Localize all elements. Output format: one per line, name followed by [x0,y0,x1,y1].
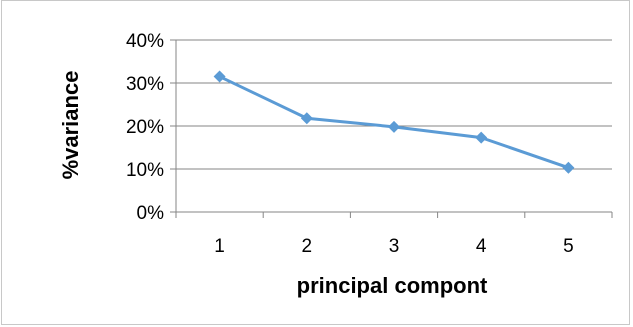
y-tick-label: 10% [126,160,164,181]
x-tick-label: 5 [563,236,574,257]
data-point [214,71,226,83]
x-tick-label: 2 [302,236,313,257]
x-tick-label: 3 [389,236,400,257]
y-tick-label: 40% [126,31,164,52]
x-tick-labels: 1 2 3 4 5 [214,236,573,257]
y-tick-label: 30% [126,74,164,95]
data-point [301,112,313,124]
y-axis-title: %variance [58,71,83,180]
series-group [214,71,575,174]
data-point [562,162,574,174]
x-tick-label: 1 [214,236,225,257]
x-axis-title: principal compont [297,273,488,298]
y-tick-labels: 0% 10% 20% 30% 40% [126,31,164,224]
data-point [475,132,487,144]
x-tick-label: 4 [476,236,487,257]
y-tick-label: 20% [126,117,164,138]
data-point [388,121,400,133]
y-tick-label: 0% [137,203,165,224]
